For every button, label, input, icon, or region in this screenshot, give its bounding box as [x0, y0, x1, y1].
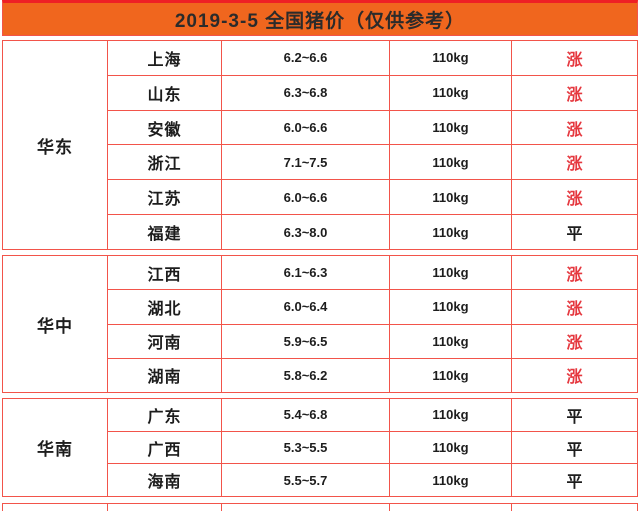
trend-value: 平 [566, 408, 583, 426]
price-cell: 5.5~5.7 [222, 464, 390, 497]
price-cell: 6.0~6.6 [222, 180, 390, 215]
region-label: 华中 [3, 256, 108, 392]
province-cell: 江苏 [108, 180, 222, 215]
province-cell: 山东 [108, 75, 222, 110]
table-row: 上海 6.2~6.6 110kg 涨 [108, 41, 637, 75]
trend-value: 涨 [566, 156, 583, 174]
price-cell: 5.8~6.2 [222, 358, 390, 392]
region-group-huazhong: 华中 江西 6.1~6.3 110kg 涨 湖北 6.0~6.4 110kg 涨… [2, 255, 638, 393]
table-row: 湖南 5.8~6.2 110kg 涨 [108, 357, 637, 392]
trend-value: 涨 [566, 369, 583, 387]
region-label: 华南 [3, 399, 108, 496]
table-row: 浙江 7.1~7.5 110kg 涨 [108, 144, 637, 180]
table-row [108, 504, 637, 511]
weight-cell: 110kg [390, 324, 512, 358]
group-rows: 上海 6.2~6.6 110kg 涨 山东 6.3~6.8 110kg 涨 安徽… [108, 41, 637, 249]
weight-cell: 110kg [390, 110, 512, 145]
price-cell: 6.2~6.6 [222, 41, 390, 75]
price-cell: 6.1~6.3 [222, 256, 390, 290]
region-group-huanan: 华南 广东 5.4~6.8 110kg 平 广西 5.3~5.5 110kg 平… [2, 398, 638, 497]
table-row: 福建 6.3~8.0 110kg 平 [108, 214, 637, 249]
table-row: 安徽 6.0~6.6 110kg 涨 [108, 109, 637, 145]
weight-cell: 110kg [390, 41, 512, 75]
table-row: 广西 5.3~5.5 110kg 平 [108, 430, 637, 464]
weight-cell: 110kg [390, 256, 512, 290]
table-row: 广东 5.4~6.8 110kg 平 [108, 399, 637, 431]
page-title: 2019-3-5 全国猪价（仅供参考） [174, 10, 466, 32]
group-rows: 江西 6.1~6.3 110kg 涨 湖北 6.0~6.4 110kg 涨 河南… [108, 256, 637, 392]
province-cell: 湖南 [108, 358, 222, 392]
weight-cell: 110kg [390, 215, 512, 249]
region-group-partial [2, 503, 638, 511]
price-cell: 7.1~7.5 [222, 145, 390, 180]
weight-cell [390, 504, 512, 511]
province-cell: 广东 [108, 399, 222, 431]
trend-value: 平 [566, 441, 583, 459]
region-label [3, 504, 108, 511]
province-cell: 安徽 [108, 110, 222, 145]
group-rows: 广东 5.4~6.8 110kg 平 广西 5.3~5.5 110kg 平 海南… [108, 399, 637, 497]
table-title-band: 2019-3-5 全国猪价（仅供参考） [2, 0, 638, 36]
price-cell [222, 504, 390, 511]
trend-value: 平 [566, 474, 583, 492]
weight-cell: 110kg [390, 431, 512, 464]
province-cell: 海南 [108, 464, 222, 497]
table-row: 河南 5.9~6.5 110kg 涨 [108, 323, 637, 358]
trend-value: 涨 [566, 86, 583, 104]
province-cell: 上海 [108, 41, 222, 75]
region-label: 华东 [3, 41, 108, 249]
province-cell: 河南 [108, 324, 222, 358]
table-row: 海南 5.5~5.7 110kg 平 [108, 463, 637, 497]
province-cell [108, 504, 222, 511]
price-cell: 5.9~6.5 [222, 324, 390, 358]
province-cell: 广西 [108, 431, 222, 464]
weight-cell: 110kg [390, 145, 512, 180]
price-cell: 6.0~6.4 [222, 290, 390, 324]
trend-value: 涨 [566, 191, 583, 209]
province-cell: 江西 [108, 256, 222, 290]
weight-cell: 110kg [390, 399, 512, 431]
trend-value: 涨 [566, 335, 583, 353]
group-rows [108, 504, 637, 511]
table-row: 湖北 6.0~6.4 110kg 涨 [108, 289, 637, 324]
price-cell: 5.3~5.5 [222, 431, 390, 464]
price-cell: 6.0~6.6 [222, 110, 390, 145]
table-row: 江苏 6.0~6.6 110kg 涨 [108, 179, 637, 215]
price-cell: 6.3~8.0 [222, 215, 390, 249]
weight-cell: 110kg [390, 180, 512, 215]
trend-value: 涨 [566, 121, 583, 139]
province-cell: 福建 [108, 215, 222, 249]
trend-value: 涨 [566, 266, 583, 284]
weight-cell: 110kg [390, 464, 512, 497]
weight-cell: 110kg [390, 358, 512, 392]
weight-cell: 110kg [390, 75, 512, 110]
trend-value: 涨 [566, 300, 583, 318]
table-row: 山东 6.3~6.8 110kg 涨 [108, 74, 637, 110]
trend-value: 涨 [566, 51, 583, 69]
province-cell: 浙江 [108, 145, 222, 180]
region-group-huadong: 华东 上海 6.2~6.6 110kg 涨 山东 6.3~6.8 110kg 涨… [2, 40, 638, 250]
weight-cell: 110kg [390, 290, 512, 324]
trend-value [512, 504, 637, 511]
trend-value: 平 [566, 226, 583, 244]
price-cell: 5.4~6.8 [222, 399, 390, 431]
price-cell: 6.3~6.8 [222, 75, 390, 110]
table-row: 江西 6.1~6.3 110kg 涨 [108, 256, 637, 290]
province-cell: 湖北 [108, 290, 222, 324]
